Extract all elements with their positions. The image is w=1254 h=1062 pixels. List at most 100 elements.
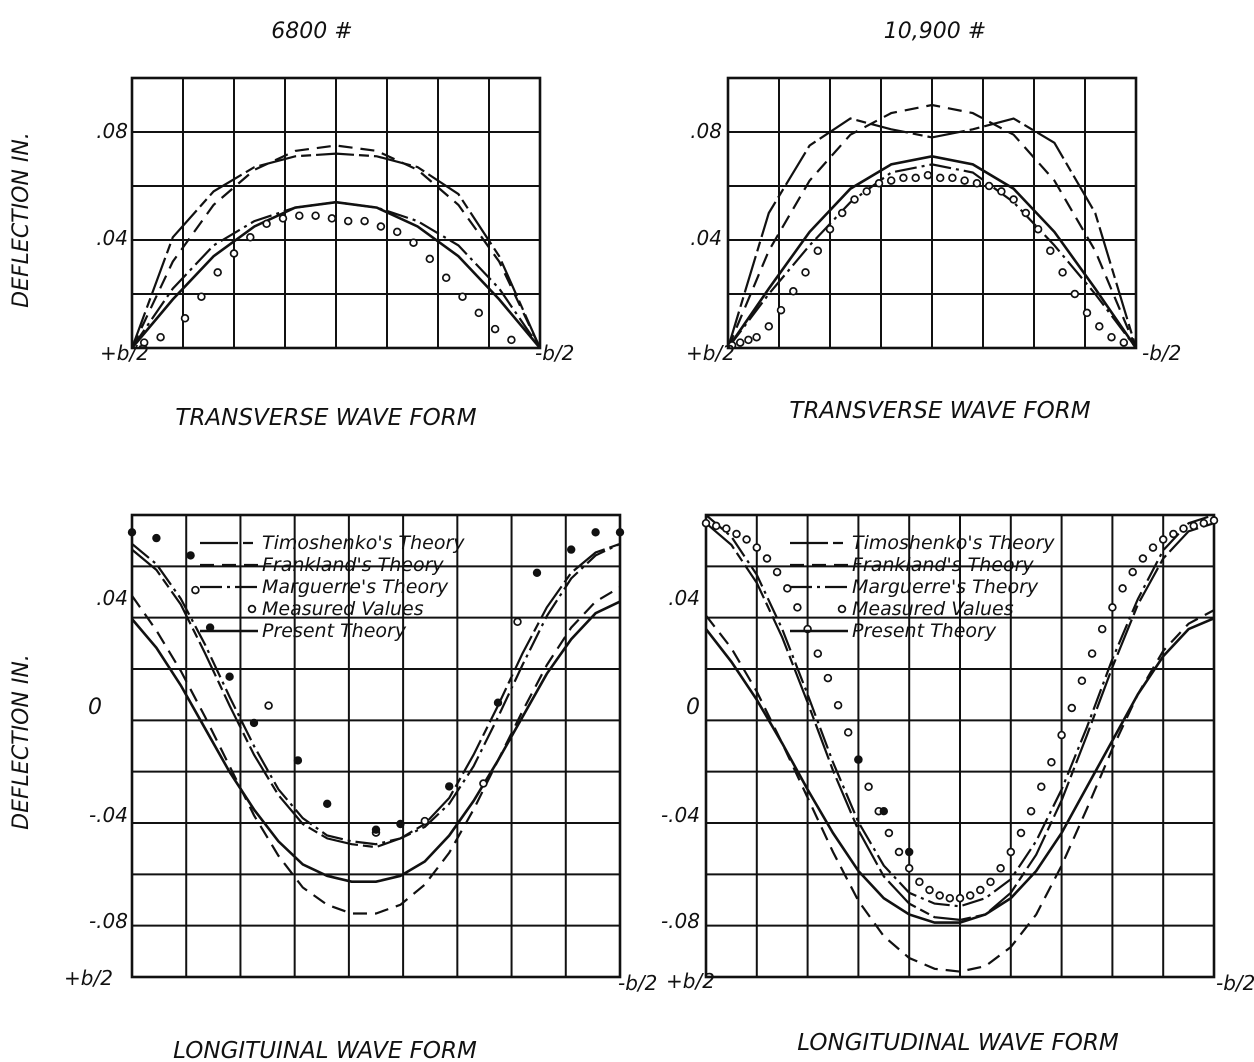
data-point-measured [752, 543, 762, 552]
data-point-measured [894, 847, 904, 857]
data-point-measured [1033, 224, 1043, 234]
data-point-measured [445, 782, 454, 791]
data-point-measured [864, 782, 873, 792]
data-point-measured [1082, 308, 1092, 318]
y-tick-label: -.08 [661, 909, 700, 933]
data-point-measured [323, 799, 332, 809]
x-axis-title: TRANSVERSE WAVE FORM [175, 405, 476, 431]
data-point-measured [764, 322, 774, 331]
data-point-measured [879, 807, 889, 816]
data-point-measured [343, 216, 353, 226]
x-tick-label: +b/2 [64, 966, 113, 990]
x-tick-label: +b/2 [100, 341, 149, 365]
data-point-measured [744, 335, 753, 345]
data-point-measured [278, 214, 288, 223]
series-line-frankland [705, 609, 1215, 973]
data-point-measured [923, 170, 933, 180]
y-tick-label: -.08 [89, 909, 128, 933]
data-point-measured [1057, 730, 1066, 740]
data-point-measured [474, 308, 484, 318]
data-point-measured [532, 568, 542, 578]
data-point-measured [976, 885, 985, 895]
legend-marker-measured [247, 604, 257, 614]
series-line-frankland [131, 586, 621, 915]
series-line-timoshenko [130, 152, 542, 349]
data-point-measured [1138, 554, 1148, 563]
data-point-measured [490, 324, 500, 334]
data-point-measured [1169, 529, 1178, 539]
data-point-measured [884, 828, 894, 838]
data-point-measured [772, 567, 782, 577]
data-point-measured [191, 585, 200, 595]
x-tick-label: -b/2 [1142, 341, 1181, 365]
data-point-measured [1009, 195, 1018, 204]
data-point-measured [1067, 703, 1077, 713]
data-point-measured [1189, 521, 1198, 531]
data-point-measured [801, 268, 810, 277]
legend-label: Timoshenko's Theory [852, 532, 1055, 554]
data-point-measured [479, 779, 488, 788]
y-tick-label: .04 [96, 226, 128, 250]
plot-frame [704, 513, 1216, 979]
plot-frame [130, 76, 542, 350]
data-point-measured [701, 518, 711, 528]
data-point-measured [945, 893, 955, 903]
plot-frame [130, 513, 622, 979]
series-line-marguerre [727, 163, 1137, 349]
data-point-measured [425, 254, 435, 264]
data-point-measured [1026, 806, 1036, 816]
data-point-measured [1199, 518, 1209, 528]
plot-area [130, 76, 542, 350]
data-point-measured [591, 528, 600, 537]
data-point-measured [1037, 782, 1046, 792]
series-line-marguerre [131, 542, 621, 846]
data-point-measured [1070, 289, 1080, 299]
data-point-measured [1016, 828, 1026, 838]
data-point-measured [1128, 567, 1137, 577]
data-point-measured [262, 219, 271, 229]
x-axis-title: LONGITUINAL WAVE FORM [173, 1038, 477, 1062]
data-point-measured [264, 701, 273, 710]
chart-panel-top-right: .08 .04 +b/2 -b/2 TRANSVERSE WAVE FORM [686, 76, 1181, 424]
data-point-measured [813, 246, 823, 256]
data-point-measured [904, 864, 914, 873]
data-point-measured [948, 173, 957, 183]
data-point-measured [732, 529, 741, 539]
data-point-measured [420, 816, 430, 826]
data-point-measured [762, 554, 772, 563]
series-line-marguerre [705, 513, 1215, 908]
data-point-measured [905, 847, 914, 857]
chart-panel-bottom-left: .04 0 -.04 -.08 +b/2 -b/2 LONGITUINAL WA… [64, 513, 657, 1062]
data-point-measured [793, 603, 802, 612]
data-point-measured [139, 338, 149, 347]
x-tick-label: +b/2 [686, 341, 735, 365]
series-line-present [704, 617, 1215, 924]
y-tick-label: .08 [96, 119, 128, 143]
data-point-measured [1077, 676, 1087, 686]
data-point-measured [727, 341, 737, 350]
data-point-measured [783, 584, 792, 593]
data-point-measured [742, 535, 751, 544]
data-point-measured [960, 176, 969, 185]
data-point-measured [1209, 516, 1219, 525]
data-point-measured [441, 273, 451, 283]
data-point-measured [295, 211, 304, 220]
data-point-measured [507, 335, 516, 345]
y-tick-label: .04 [690, 226, 722, 250]
y-tick-label: 0 [88, 695, 102, 720]
series-line-timoshenko [131, 542, 621, 849]
x-tick-label: -b/2 [618, 971, 657, 995]
data-point-measured [249, 718, 259, 728]
data-point-measured [493, 698, 503, 707]
series-line-timoshenko [726, 117, 1138, 349]
data-point-measured [186, 551, 195, 560]
data-point-measured [1158, 535, 1168, 544]
data-point-measured [1107, 332, 1116, 342]
y-tick-label: .08 [690, 119, 722, 143]
data-point-measured [1148, 543, 1158, 552]
legend-label: Frankland's Theory [262, 554, 444, 576]
legend-label: Frankland's Theory [852, 554, 1034, 576]
y-axis-title: DEFLECTION IN. [9, 654, 34, 830]
x-axis-title: LONGITUDINAL WAVE FORM [797, 1030, 1119, 1056]
series-line-present [131, 200, 541, 349]
